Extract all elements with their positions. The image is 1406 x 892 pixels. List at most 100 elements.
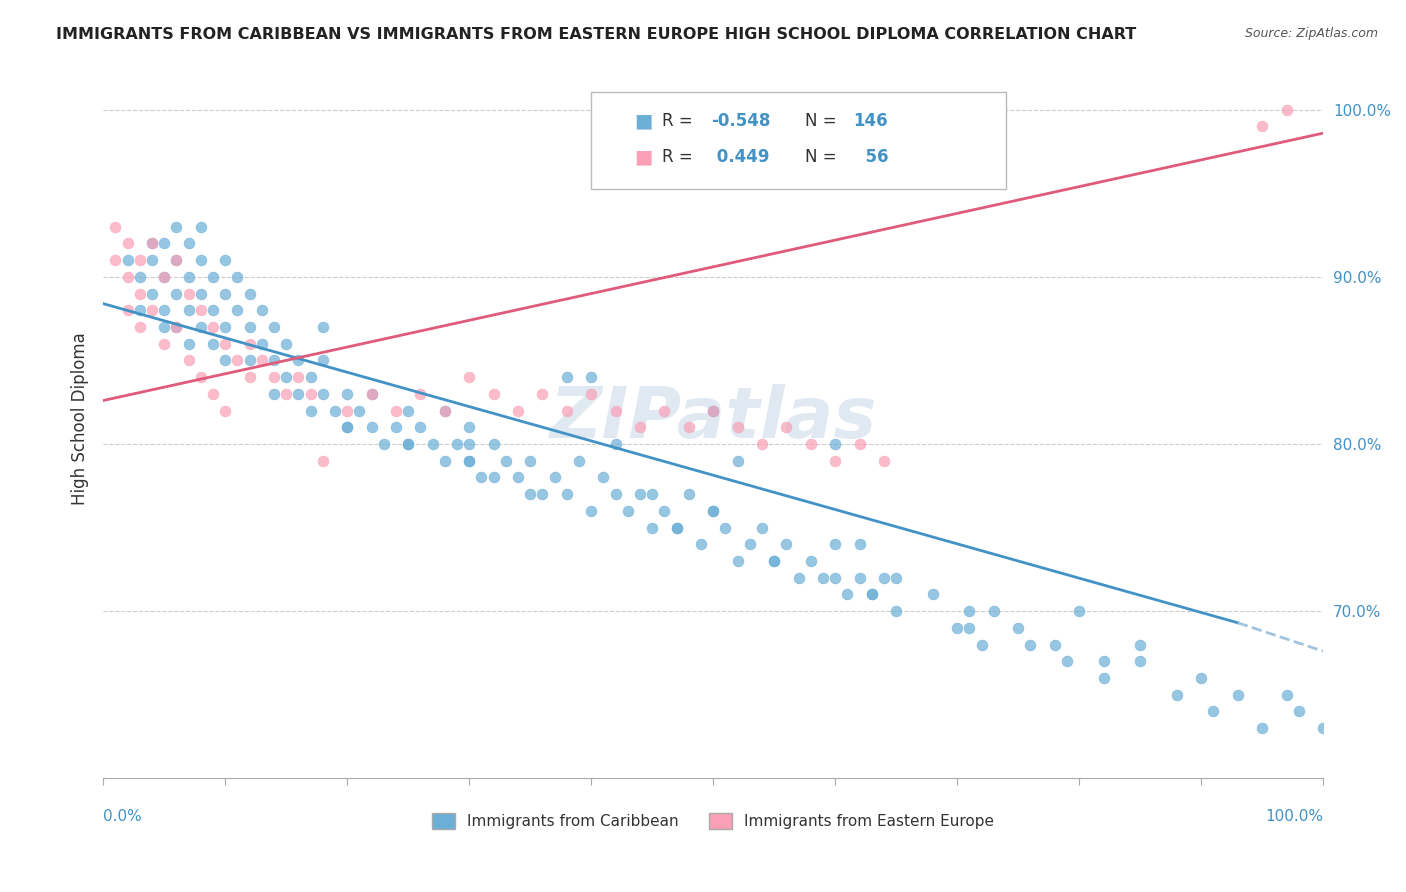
Point	[312, 320, 335, 334]
Point	[1069, 604, 1091, 618]
Point	[824, 537, 846, 551]
Point	[128, 286, 150, 301]
Point	[385, 420, 408, 434]
Point	[250, 303, 273, 318]
Point	[104, 253, 127, 268]
Point	[201, 336, 224, 351]
Point	[555, 487, 578, 501]
Point	[312, 453, 335, 467]
Point	[702, 403, 724, 417]
Point	[128, 303, 150, 318]
Point	[531, 487, 554, 501]
Point	[519, 487, 541, 501]
Point	[555, 403, 578, 417]
Point	[1226, 688, 1249, 702]
Point	[276, 370, 298, 384]
Point	[336, 420, 359, 434]
Point	[970, 638, 993, 652]
Point	[690, 537, 713, 551]
Point	[983, 604, 1005, 618]
Point	[482, 470, 505, 484]
Point	[190, 303, 212, 318]
Point	[299, 403, 322, 417]
Y-axis label: High School Diploma: High School Diploma	[72, 333, 89, 505]
Point	[641, 487, 664, 501]
Point	[555, 370, 578, 384]
Point	[276, 387, 298, 401]
Point	[702, 403, 724, 417]
Point	[775, 420, 797, 434]
Point	[884, 571, 907, 585]
Point	[482, 387, 505, 401]
Text: 146: 146	[853, 112, 889, 129]
Point	[276, 336, 298, 351]
Point	[336, 403, 359, 417]
Text: 56: 56	[853, 147, 889, 166]
Point	[165, 320, 187, 334]
Point	[226, 303, 249, 318]
Text: ■: ■	[634, 147, 652, 166]
Point	[1189, 671, 1212, 685]
Point	[860, 587, 883, 601]
Point	[458, 453, 481, 467]
Point	[214, 253, 236, 268]
Point	[1129, 638, 1152, 652]
Text: 100.0%: 100.0%	[1265, 809, 1323, 824]
Point	[165, 286, 187, 301]
Point	[848, 571, 870, 585]
Point	[824, 571, 846, 585]
Point	[519, 453, 541, 467]
Point	[848, 437, 870, 451]
Point	[824, 437, 846, 451]
Point	[117, 236, 139, 251]
Point	[190, 370, 212, 384]
Point	[957, 604, 980, 618]
Point	[323, 403, 346, 417]
Point	[1129, 654, 1152, 668]
Point	[312, 353, 335, 368]
FancyBboxPatch shape	[591, 92, 1007, 189]
Point	[531, 387, 554, 401]
Point	[763, 554, 786, 568]
Point	[177, 269, 200, 284]
Point	[177, 236, 200, 251]
Point	[506, 403, 529, 417]
Point	[811, 571, 834, 585]
Point	[775, 537, 797, 551]
Point	[117, 269, 139, 284]
Point	[1056, 654, 1078, 668]
Point	[1092, 654, 1115, 668]
Text: ZIPatlas: ZIPatlas	[550, 384, 877, 453]
Point	[654, 403, 676, 417]
Point	[628, 420, 651, 434]
Point	[409, 387, 432, 401]
Point	[153, 269, 176, 284]
Point	[1288, 705, 1310, 719]
Point	[177, 286, 200, 301]
Point	[165, 253, 187, 268]
Point	[263, 320, 285, 334]
Point	[1007, 621, 1029, 635]
Point	[190, 253, 212, 268]
Point	[141, 236, 163, 251]
Point	[128, 269, 150, 284]
Point	[177, 303, 200, 318]
Point	[568, 453, 591, 467]
Point	[702, 504, 724, 518]
Point	[641, 520, 664, 534]
Point	[458, 420, 481, 434]
Point	[214, 320, 236, 334]
Point	[190, 286, 212, 301]
Point	[336, 387, 359, 401]
Point	[837, 587, 859, 601]
Point	[287, 353, 309, 368]
Point	[482, 437, 505, 451]
Point	[128, 320, 150, 334]
Point	[360, 387, 382, 401]
Point	[1166, 688, 1188, 702]
Point	[201, 269, 224, 284]
Point	[543, 470, 565, 484]
Point	[287, 387, 309, 401]
Point	[153, 269, 176, 284]
Point	[848, 537, 870, 551]
